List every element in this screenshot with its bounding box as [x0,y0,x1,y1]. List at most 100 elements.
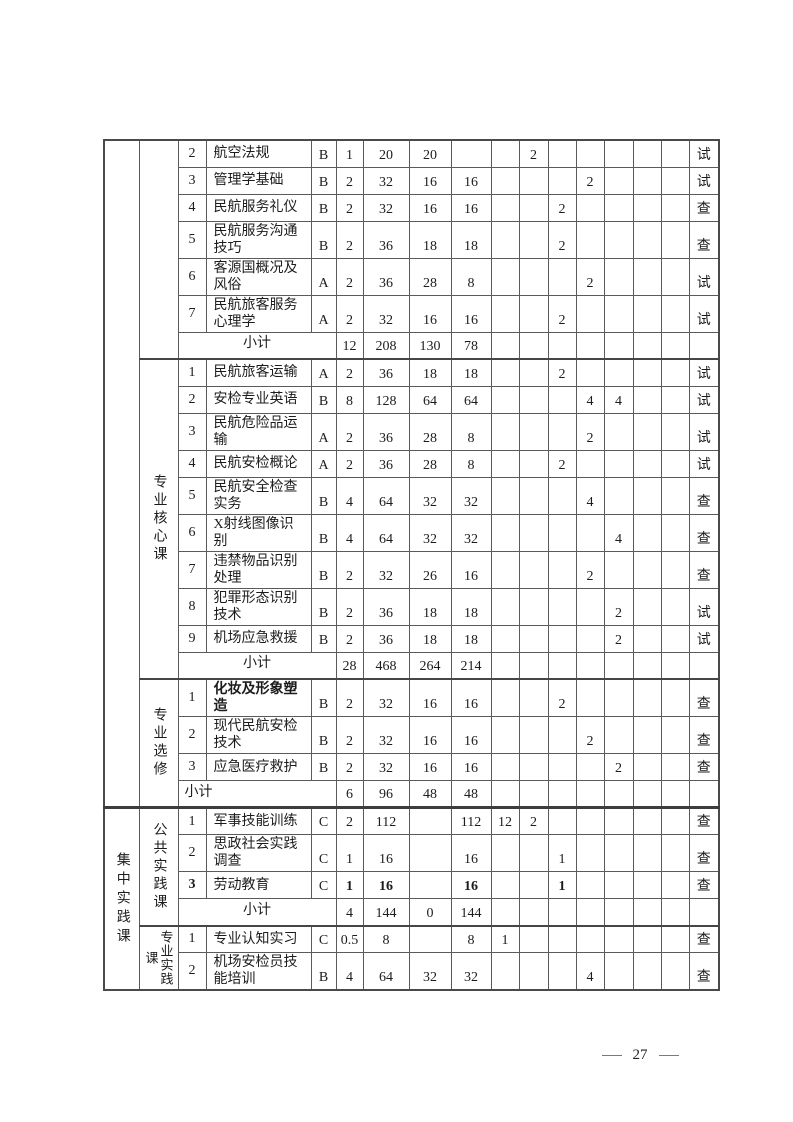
cell-sem-2 [518,358,549,387]
cell-credit: 2 [335,624,364,653]
subtotal-practice-hours: 214 [450,651,492,680]
subtotal-sem-3 [547,898,577,926]
cell-credit: 4 [335,952,364,991]
subtotal-sem-5 [603,780,634,808]
cell-sem-1 [490,952,520,991]
cell-sem-1 [490,139,520,168]
cell-sem-4 [575,678,605,717]
cell-sem-3: 1 [547,834,577,872]
cell-theory-hours: 32 [408,513,452,552]
cell-sem-2 [518,952,549,991]
cell-course-type: C [310,924,337,953]
cell-theory-hours: 28 [408,257,452,296]
cell-exam-type: 试 [688,358,720,387]
cell-practice-hours: 112 [450,806,492,835]
subtotal-sem-4 [575,780,605,808]
cell-sem-2 [518,678,549,717]
cell-sem-7 [660,294,690,333]
cell-seq: 2 [177,385,207,414]
subtotal-practice-hours: 48 [450,780,492,808]
cell-practice-hours: 16 [450,193,492,222]
cell-exam-type: 试 [688,294,720,333]
cell-theory-hours [408,806,452,835]
cell-sem-6 [632,166,662,195]
page-number: 27 [632,1046,648,1063]
cell-sem-7 [660,257,690,296]
cell-sem-6 [632,412,662,451]
cell-sem-4 [575,220,605,259]
cell-sem-2: 2 [518,139,549,168]
cell-sem-4: 2 [575,550,605,589]
cell-sem-6 [632,952,662,991]
cell-sem-1 [490,834,520,872]
cell-practice-hours: 8 [450,412,492,451]
cell-sem-1 [490,550,520,589]
subtotal-sem-5 [603,651,634,680]
subtotal-sem-1 [490,651,520,680]
cell-total-hours: 32 [362,753,410,781]
cell-sem-6 [632,385,662,414]
subcategory-label-cell [138,139,179,360]
cell-seq: 2 [177,716,207,754]
cell-sem-3 [547,385,577,414]
cell-sem-4: 2 [575,412,605,451]
curriculum-table-body: 2 航空法规 B 1 20 20 2 试 3 管理学基础 B 2 32 16 16 2 试 4 民航服务礼仪 B 2 32… [103,139,720,991]
cell-exam-type: 试 [688,587,720,626]
cell-practice-hours: 32 [450,513,492,552]
cell-exam-type: 查 [688,924,720,953]
cell-sem-5 [603,834,634,872]
cell-practice-hours: 16 [450,294,492,333]
cell-seq: 6 [177,257,207,296]
subtotal-sem-6 [632,651,662,680]
cell-sem-1 [490,716,520,754]
subtotal-sem-3 [547,651,577,680]
category-label: 集中实践课 [114,851,130,947]
cell-sem-5 [603,412,634,451]
cell-sem-7 [660,449,690,478]
cell-sem-6 [632,550,662,589]
cell-sem-4 [575,193,605,222]
cell-course-type: B [310,550,337,589]
cell-sem-4 [575,924,605,953]
cell-course-name: 民航服务沟通技巧 [205,220,312,259]
cell-course-type: A [310,412,337,451]
cell-credit: 2 [335,358,364,387]
cell-sem-7 [660,476,690,515]
cell-sem-5: 2 [603,624,634,653]
cell-total-hours: 16 [362,834,410,872]
cell-total-hours: 36 [362,449,410,478]
cell-practice-hours [450,139,492,168]
cell-sem-1 [490,412,520,451]
cell-course-name: 民航安检概论 [205,449,312,478]
cell-course-type: B [310,193,337,222]
cell-sem-5 [603,871,634,899]
cell-credit: 2 [335,166,364,195]
cell-seq: 8 [177,587,207,626]
cell-practice-hours: 8 [450,924,492,953]
subtotal-sem-5 [603,331,634,360]
cell-sem-5 [603,924,634,953]
cell-credit: 2 [335,716,364,754]
cell-total-hours: 8 [362,924,410,953]
cell-course-type: B [310,587,337,626]
subcategory-label: 公共实践课 [151,821,167,912]
cell-credit: 2 [335,257,364,296]
cell-total-hours: 36 [362,358,410,387]
subtotal-sem-2 [518,331,549,360]
cell-course-name: 军事技能训练 [205,806,312,835]
cell-sem-7 [660,806,690,835]
cell-credit: 2 [335,550,364,589]
cell-total-hours: 64 [362,952,410,991]
cell-sem-1 [490,294,520,333]
cell-sem-3: 2 [547,193,577,222]
cell-theory-hours: 64 [408,385,452,414]
subtotal-practice-hours: 144 [450,898,492,926]
cell-total-hours: 32 [362,550,410,589]
cell-credit: 0.5 [335,924,364,953]
cell-sem-5 [603,952,634,991]
cell-total-hours: 32 [362,678,410,717]
cell-sem-4 [575,587,605,626]
cell-total-hours: 36 [362,220,410,259]
subtotal-exam [688,331,720,360]
